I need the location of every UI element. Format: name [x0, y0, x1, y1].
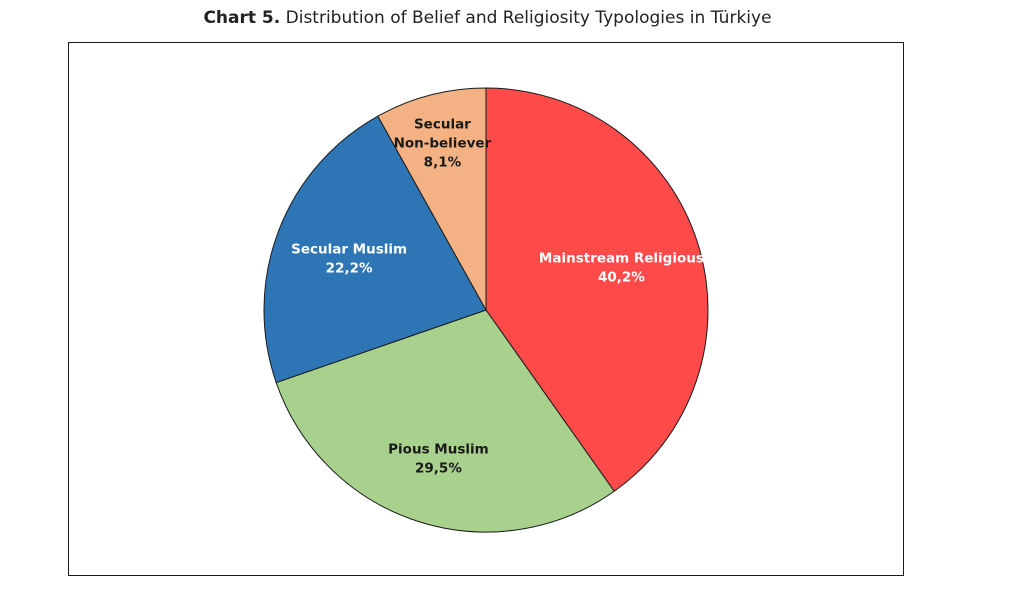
chart-title-prefix: Chart 5. — [203, 8, 281, 28]
pie-slice-secular-non-believer — [377, 87, 487, 312]
slice-name-label: Secular Muslim — [291, 241, 407, 257]
chart-title-text: Distribution of Belief and Religiosity T… — [285, 8, 772, 28]
pie-slices — [263, 87, 709, 533]
pie-labels: Mainstream Religious 40,2% Pious Muslim 29,… — [291, 116, 704, 476]
slice-label: Mainstream Religious 40,2% — [539, 250, 704, 285]
slice-value-label: 29,5% — [415, 460, 462, 476]
slice-value-label: 22,2% — [326, 260, 373, 276]
slice-name-label: Mainstream Religious — [539, 250, 704, 266]
pie-slice-secular-muslim — [263, 115, 487, 384]
slice-label: Pious Muslim 29,5% — [388, 441, 489, 476]
slice-name-label: Non-believer — [394, 135, 492, 151]
slice-value-label: 8,1% — [424, 154, 462, 170]
slice-value-label: 40,2% — [598, 269, 645, 285]
slice-label: Secular Muslim 22,2% — [291, 241, 407, 276]
pie-slice-pious-muslim — [275, 309, 615, 533]
slice-name-label: Secular — [414, 116, 471, 132]
pie-slice-mainstream-religious — [485, 87, 709, 492]
slice-name-label: Pious Muslim — [388, 441, 489, 457]
slice-label: Secular Non-believer 8,1% — [394, 116, 492, 170]
chart-title: Chart 5. Distribution of Belief and Reli… — [0, 8, 975, 28]
